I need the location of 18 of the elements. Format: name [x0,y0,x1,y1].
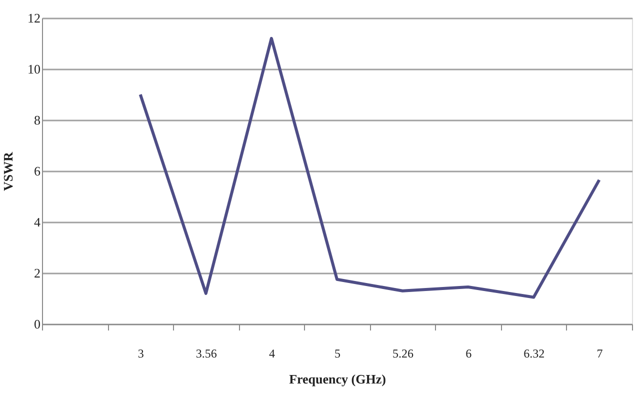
x-tick-label: 5 [334,346,340,360]
x-tick-label: 6.32 [524,346,545,360]
x-axis-title: Frequency (GHz) [289,372,386,386]
x-tick-label: 4 [268,346,275,360]
y-tick-label: 12 [28,10,40,26]
x-tick-label: 7 [596,346,603,360]
y-tick-label: 6 [34,164,41,178]
y-tick-label: 0 [34,316,40,332]
y-tick-label: 2 [34,266,40,280]
y-axis-title: VSWR [0,151,16,192]
y-tick-label: 8 [34,112,40,128]
x-tick-label: 6 [466,346,472,360]
x-tick-label: 3.56 [196,346,217,360]
x-tick-label: 3 [138,346,144,360]
y-tick-label: 4 [34,214,41,230]
y-tick-label: 10 [28,62,40,76]
x-tick-label: 5.26 [392,346,414,360]
line-series [138,36,601,299]
